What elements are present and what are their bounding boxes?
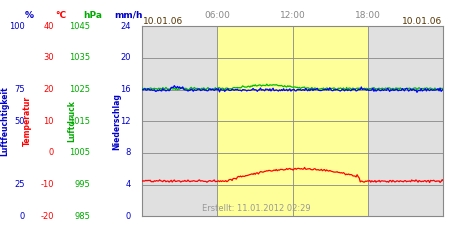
Text: 12: 12 bbox=[120, 117, 130, 126]
Text: 995: 995 bbox=[74, 180, 90, 189]
Text: 0: 0 bbox=[125, 212, 130, 221]
Text: 0: 0 bbox=[49, 148, 54, 158]
Text: 50: 50 bbox=[14, 117, 25, 126]
Text: 06:00: 06:00 bbox=[204, 11, 230, 20]
Text: hPa: hPa bbox=[83, 11, 102, 20]
Text: 75: 75 bbox=[14, 85, 25, 94]
Text: 40: 40 bbox=[44, 22, 54, 31]
Bar bbox=[217, 26, 368, 216]
Text: 0: 0 bbox=[19, 212, 25, 221]
Text: Niederschlag: Niederschlag bbox=[112, 93, 122, 150]
Text: 1005: 1005 bbox=[69, 148, 90, 158]
Text: 10.01.06: 10.01.06 bbox=[402, 17, 442, 26]
Text: 30: 30 bbox=[43, 54, 54, 62]
Text: Erstellt: 11.01.2012 02:29: Erstellt: 11.01.2012 02:29 bbox=[202, 204, 310, 213]
Text: -20: -20 bbox=[40, 212, 54, 221]
Text: 100: 100 bbox=[9, 22, 25, 31]
Text: Luftdruck: Luftdruck bbox=[68, 100, 76, 142]
Text: Temperatur: Temperatur bbox=[22, 96, 32, 146]
Text: 10: 10 bbox=[44, 117, 54, 126]
Text: mm/h: mm/h bbox=[114, 11, 143, 20]
Text: %: % bbox=[25, 11, 34, 20]
Text: 25: 25 bbox=[14, 180, 25, 189]
Text: 20: 20 bbox=[44, 85, 54, 94]
Text: 10.01.06: 10.01.06 bbox=[143, 17, 183, 26]
Text: 12:00: 12:00 bbox=[279, 11, 306, 20]
Text: 18:00: 18:00 bbox=[355, 11, 381, 20]
Text: 4: 4 bbox=[125, 180, 130, 189]
Text: Luftfeuchtigkeit: Luftfeuchtigkeit bbox=[0, 86, 9, 156]
Text: -10: -10 bbox=[40, 180, 54, 189]
Text: 24: 24 bbox=[120, 22, 130, 31]
Text: 1015: 1015 bbox=[69, 117, 90, 126]
Text: 1045: 1045 bbox=[69, 22, 90, 31]
Text: 985: 985 bbox=[74, 212, 90, 221]
Text: 16: 16 bbox=[120, 85, 130, 94]
Text: 20: 20 bbox=[120, 54, 130, 62]
Text: 1035: 1035 bbox=[69, 54, 90, 62]
Text: °C: °C bbox=[55, 11, 66, 20]
Text: 8: 8 bbox=[125, 148, 130, 158]
Text: 1025: 1025 bbox=[69, 85, 90, 94]
